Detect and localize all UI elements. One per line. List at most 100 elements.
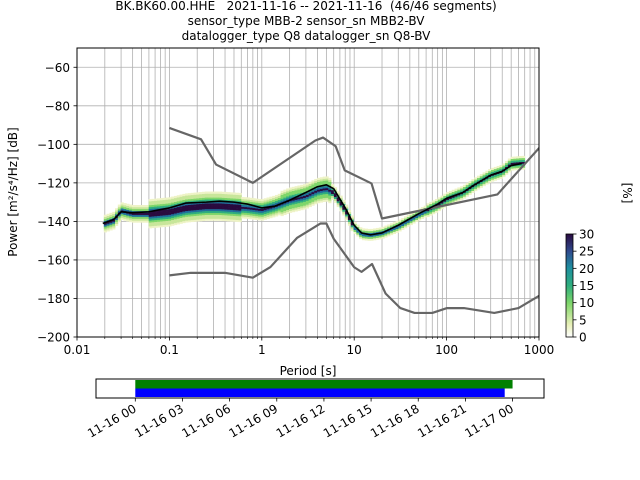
heatmap-cell <box>216 203 220 206</box>
heatmap-cell <box>297 198 301 202</box>
heatmap-cell <box>325 193 329 196</box>
heatmap-cell <box>471 188 475 192</box>
heatmap-cell <box>423 215 427 218</box>
heatmap-cell <box>482 176 486 179</box>
heatmap-cell <box>446 194 450 197</box>
heatmap-cell <box>173 209 178 212</box>
heatmap-cell <box>140 205 144 208</box>
heatmap-cell <box>347 217 352 220</box>
heatmap-cell <box>173 219 178 222</box>
heatmap-cell <box>112 227 116 230</box>
heatmap-cell <box>510 156 514 160</box>
heatmap-cell <box>331 193 335 197</box>
heatmap-cell <box>173 213 178 216</box>
heatmap-cell <box>283 195 287 198</box>
heatmap-cell <box>454 188 458 191</box>
heatmap-cell <box>260 199 265 202</box>
heatmap-cell <box>168 201 172 204</box>
heatmap-cell <box>479 174 483 177</box>
heatmap-cell <box>190 217 194 221</box>
heatmap-cell <box>311 191 315 195</box>
heatmap-cell <box>199 197 203 201</box>
heatmap-cell <box>193 192 197 195</box>
heatmap-cell <box>406 222 411 225</box>
heatmap-cell <box>151 218 155 221</box>
colorbar-tick-label: 5 <box>579 313 587 327</box>
heatmap-cell <box>345 214 349 217</box>
heatmap-cell <box>319 177 324 180</box>
heatmap-cell <box>350 227 354 230</box>
heatmap-cell <box>213 214 217 217</box>
heatmap-cell <box>196 207 200 210</box>
heatmap-cell <box>238 196 242 200</box>
heatmap-cell <box>196 194 200 197</box>
heatmap-cell <box>286 211 290 214</box>
heatmap-cell <box>493 176 498 179</box>
heatmap-cell <box>165 214 169 218</box>
heatmap-cell <box>241 212 245 215</box>
heatmap-cell <box>510 160 514 163</box>
heatmap-cell <box>213 205 217 208</box>
heatmap-cell <box>210 218 214 221</box>
heatmap-cell <box>221 216 225 220</box>
heatmap-cell <box>305 202 310 205</box>
heatmap-cell <box>165 203 169 206</box>
heatmap-cell <box>303 195 307 198</box>
heatmap-cell <box>333 194 338 198</box>
heatmap-cell <box>322 197 326 201</box>
heatmap-cell <box>137 212 141 215</box>
heatmap-cell <box>297 206 301 209</box>
heatmap-cell <box>513 168 517 171</box>
curves <box>102 126 539 315</box>
heatmap-cell <box>148 226 152 229</box>
heatmap-cell <box>148 202 152 206</box>
heatmap-cell <box>196 200 200 203</box>
heatmap-cell <box>496 175 500 178</box>
heatmap-cell <box>179 200 183 203</box>
heatmap-cell <box>409 213 413 216</box>
heatmap-cell <box>300 206 304 209</box>
heatmap-cell <box>134 208 138 212</box>
heatmap-cell <box>303 189 307 193</box>
heatmap-cell <box>288 197 293 200</box>
heatmap-cell <box>159 211 164 214</box>
heatmap-cell <box>474 181 478 184</box>
heatmap-cell <box>230 211 234 214</box>
heatmap-cell <box>106 225 110 228</box>
heatmap-cell <box>297 200 301 204</box>
heatmap-cell <box>384 233 388 236</box>
heatmap-cell <box>317 187 321 190</box>
heatmap-cell <box>159 217 164 220</box>
heatmap-cell <box>185 203 189 206</box>
heatmap-cell <box>235 211 239 215</box>
heatmap-cell <box>193 194 197 197</box>
heatmap-cell <box>468 184 472 188</box>
heatmap-cell <box>260 201 265 204</box>
heatmap-cell <box>451 199 455 202</box>
heatmap-cell <box>303 188 307 191</box>
heatmap-cell <box>319 200 324 203</box>
heatmap-cell <box>154 219 158 223</box>
heatmap-cell <box>485 180 489 183</box>
heatmap-cell <box>171 204 175 207</box>
heatmap-cell <box>162 205 166 208</box>
heatmap-cell <box>143 218 147 221</box>
heatmap-cell <box>333 196 338 200</box>
heatmap-cell <box>328 195 332 198</box>
heatmap-cell <box>196 215 200 218</box>
heatmap-cell <box>297 185 301 188</box>
heatmap-cell <box>137 206 141 210</box>
heatmap-cell <box>286 198 290 201</box>
heatmap-cell <box>207 206 211 210</box>
heatmap-cell <box>482 180 486 183</box>
heatmap-cell <box>221 201 225 204</box>
heatmap-cell <box>305 194 310 197</box>
heatmap-cell <box>187 202 192 205</box>
heatmap-cell <box>202 216 206 220</box>
heatmap-cell <box>305 196 310 199</box>
heatmap-cell <box>190 192 194 196</box>
heatmap-cell <box>423 213 427 216</box>
heatmap-cell <box>168 224 172 227</box>
heatmap-cell <box>328 181 332 184</box>
heatmap-cell <box>502 167 506 170</box>
